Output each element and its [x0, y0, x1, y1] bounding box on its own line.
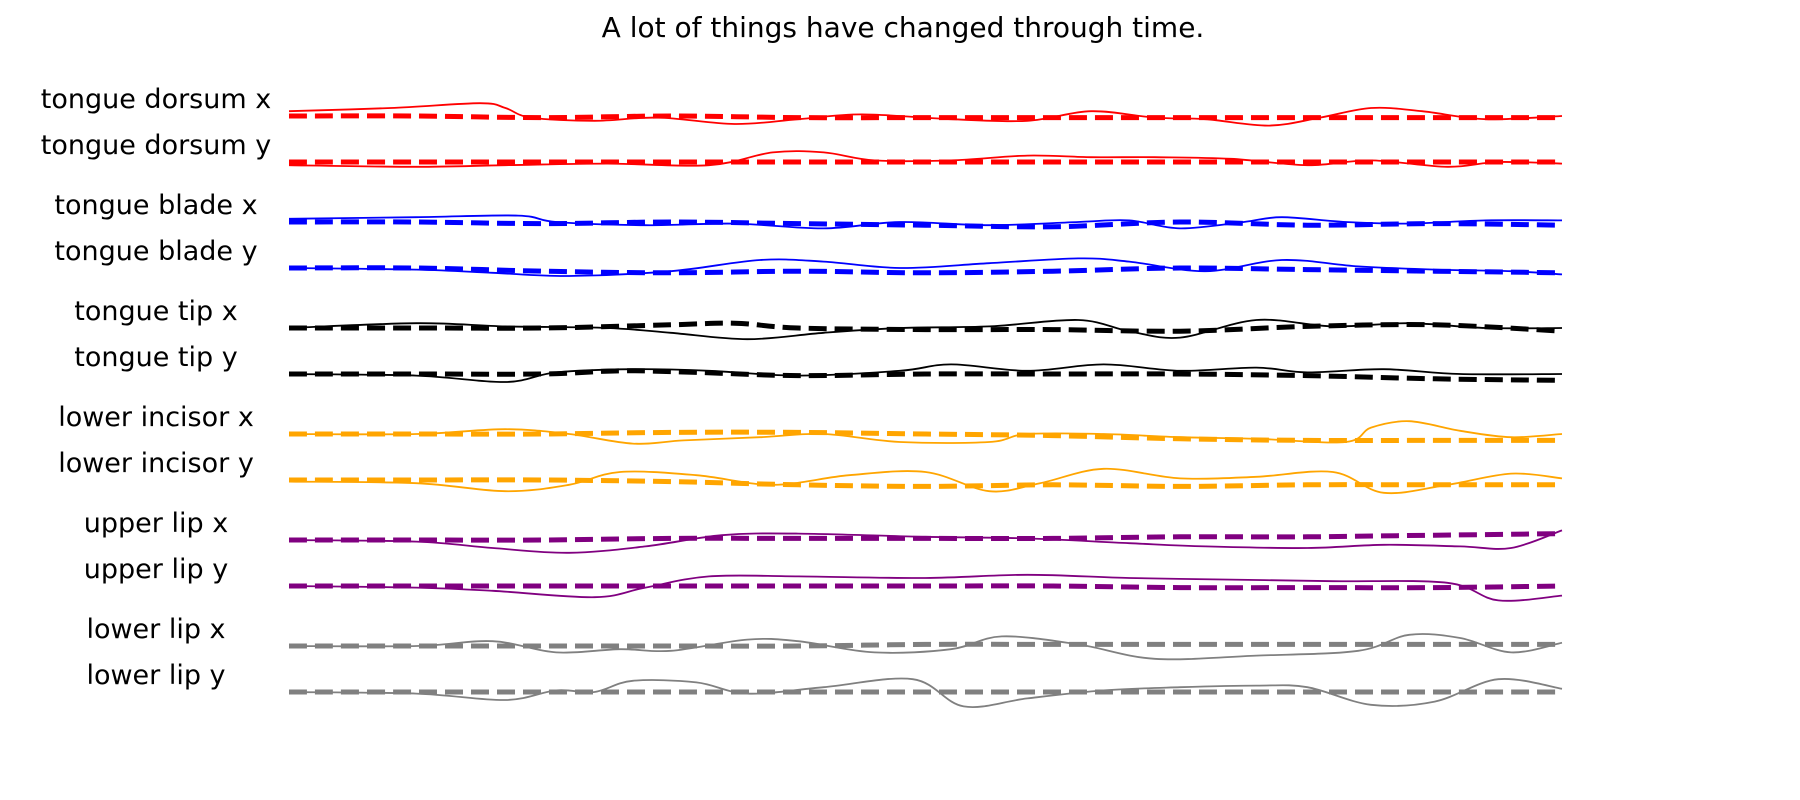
series-solid-tongue-tip-x	[288, 318, 1563, 341]
series-dashed-tongue-blade-y	[288, 265, 1563, 276]
row-upper-lip-x: upper lip x	[84, 508, 1563, 554]
series-solid-upper-lip-y	[288, 573, 1563, 602]
series-solid-lower-lip-x	[288, 633, 1563, 661]
row-lower-incisor-x: lower incisor x	[58, 402, 1563, 445]
series-solid-upper-lip-x	[288, 529, 1563, 554]
row-label: lower incisor x	[58, 402, 254, 433]
series-solid-tongue-blade-x	[288, 214, 1563, 230]
row-label: tongue blade y	[54, 236, 257, 267]
row-label: tongue dorsum x	[41, 84, 271, 115]
series-dashed-tongue-tip-y	[288, 368, 1563, 383]
row-label: tongue dorsum y	[41, 130, 271, 161]
chart-plot-area: tongue dorsum x tongue dorsum y tongue bla…	[41, 84, 1563, 708]
row-label: upper lip y	[84, 554, 228, 585]
row-label: tongue tip y	[74, 342, 237, 373]
row-label: tongue blade x	[54, 190, 257, 221]
row-lower-lip-y: lower lip y	[86, 660, 1563, 708]
row-tongue-blade-y: tongue blade y	[54, 236, 1563, 277]
row-lower-incisor-y: lower incisor y	[58, 448, 1563, 495]
series-solid-tongue-tip-y	[288, 363, 1563, 383]
row-label: lower lip y	[86, 660, 225, 691]
series-dashed-upper-lip-x	[289, 531, 1563, 543]
row-lower-lip-x: lower lip x	[86, 614, 1563, 661]
row-upper-lip-y: upper lip y	[84, 554, 1563, 602]
chart-title: A lot of things have changed through tim…	[602, 11, 1205, 44]
series-dashed-lower-incisor-x	[289, 429, 1562, 444]
series-dashed-lower-incisor-y	[289, 477, 1562, 489]
row-tongue-blade-x: tongue blade x	[54, 190, 1563, 230]
series-solid-tongue-blade-y	[288, 257, 1563, 277]
row-tongue-tip-y: tongue tip y	[74, 342, 1563, 383]
row-tongue-dorsum-y: tongue dorsum y	[41, 130, 1563, 168]
series-dashed-tongue-blade-x	[288, 219, 1563, 230]
series-solid-tongue-dorsum-x	[288, 102, 1563, 127]
row-tongue-dorsum-x: tongue dorsum x	[41, 84, 1563, 127]
series-dashed-upper-lip-y	[288, 583, 1563, 591]
row-tongue-tip-x: tongue tip x	[74, 296, 1563, 341]
row-label: upper lip x	[84, 508, 228, 539]
row-label: lower lip x	[86, 614, 225, 645]
series-solid-lower-incisor-x	[288, 420, 1563, 445]
series-solid-lower-lip-y	[288, 677, 1563, 708]
row-label: tongue tip x	[74, 296, 237, 327]
row-label: lower incisor y	[58, 448, 254, 479]
series-solid-lower-incisor-y	[288, 467, 1563, 495]
series-solid-tongue-dorsum-y	[288, 150, 1563, 168]
series-dashed-lower-lip-x	[289, 641, 1562, 649]
